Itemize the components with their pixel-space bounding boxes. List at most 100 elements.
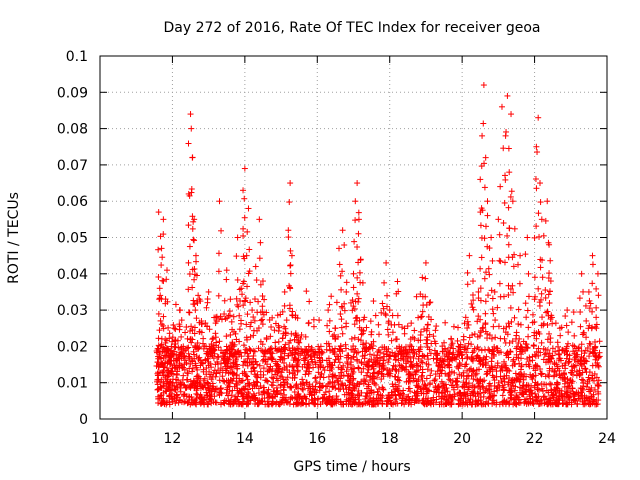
data-point (491, 288, 498, 295)
data-point-trail (484, 335, 491, 342)
data-point-trail (244, 228, 251, 235)
data-point-trail (216, 338, 223, 345)
y-tick-label: 0.05 (57, 231, 88, 247)
data-point-bg (464, 367, 471, 374)
data-point-trail (542, 217, 549, 224)
data-point-bg (581, 365, 588, 372)
data-point-trail (240, 225, 247, 232)
data-point (422, 259, 429, 266)
data-point-bg (581, 350, 588, 357)
x-tick-label: 12 (164, 431, 182, 447)
data-point (163, 267, 170, 274)
data-point (535, 114, 542, 121)
data-point-bg (515, 321, 522, 328)
data-point-bg (178, 333, 185, 340)
data-point-trail (287, 270, 294, 277)
data-point-trail (359, 279, 366, 286)
data-point (593, 314, 600, 321)
data-point-bg (401, 330, 408, 337)
data-point-trail (500, 220, 507, 227)
data-point-trail (354, 274, 361, 281)
data-point-trail (185, 140, 192, 147)
data-point-bg (394, 278, 401, 285)
data-point-trail (193, 315, 200, 322)
data-point (317, 343, 324, 350)
data-point-bg (260, 365, 267, 372)
data-point-trail (241, 195, 248, 202)
data-point-trail (159, 277, 166, 284)
data-point-trail (263, 334, 270, 341)
data-point-bg (400, 387, 407, 394)
data-point-trail (286, 302, 293, 309)
data-point (187, 111, 194, 118)
data-point-bg (339, 330, 346, 337)
data-point (355, 216, 362, 223)
data-point-bg (431, 377, 438, 384)
data-point-trail (424, 321, 431, 328)
data-point-trail (464, 269, 471, 276)
data-point-bg (216, 377, 223, 384)
data-point (352, 198, 359, 205)
data-point-bg (408, 320, 415, 327)
data-point-trail (285, 234, 292, 241)
data-point-bg (257, 368, 264, 375)
data-point-bg (306, 298, 313, 305)
data-point-bg (389, 312, 396, 319)
data-point-bg (427, 299, 434, 306)
data-point-bg (326, 301, 333, 308)
data-point-bg (433, 356, 440, 363)
data-point-trail (246, 246, 253, 253)
data-point (171, 325, 178, 332)
data-point-trail (539, 314, 546, 321)
data-point (234, 234, 241, 241)
data-point-bg (523, 314, 530, 321)
data-point-trail (505, 204, 512, 211)
data-point-trail (287, 262, 294, 269)
data-point (544, 198, 551, 205)
data-point-bg (343, 368, 350, 375)
data-point-trail (511, 225, 518, 232)
data-point-bg (583, 317, 590, 324)
data-point-bg (413, 293, 420, 300)
data-point-trail (218, 227, 225, 234)
data-point-trail (337, 342, 344, 349)
data-point-bg (218, 316, 225, 323)
data-point-bg (372, 381, 379, 388)
data-point-bg (418, 313, 425, 320)
data-point-bg (556, 371, 563, 378)
data-point-bg (180, 372, 187, 379)
y-tick-label: 0.06 (57, 194, 88, 210)
data-point-bg (375, 321, 382, 328)
data-point-bg (259, 303, 266, 310)
data-point-trail (324, 322, 331, 329)
data-point-bg (303, 288, 310, 295)
data-point-trail (547, 335, 554, 342)
data-point-trail (355, 209, 362, 216)
data-point-trail (366, 351, 373, 358)
data-point-bg (376, 331, 383, 338)
data-point-bg (555, 396, 562, 403)
data-point-trail (496, 231, 503, 238)
data-point-bg (323, 346, 330, 353)
data-point-trail (540, 232, 547, 239)
data-point (336, 245, 343, 252)
data-point-trail (492, 334, 499, 341)
data-point-trail (241, 214, 248, 221)
data-point-trail (482, 310, 489, 317)
data-point (160, 216, 167, 223)
data-point (480, 82, 487, 89)
data-point-trail (489, 295, 496, 302)
data-point-bg (182, 329, 189, 336)
data-point (285, 227, 292, 234)
data-point-trail (496, 280, 503, 287)
data-point-trail (281, 302, 288, 309)
data-point-bg (293, 381, 300, 388)
data-point-trail (215, 250, 222, 257)
data-point-bg (415, 314, 422, 321)
data-point-bg (177, 388, 184, 395)
data-point-trail (505, 145, 512, 152)
data-point-trail (546, 288, 553, 295)
data-point-trail (236, 326, 243, 333)
data-point-trail (191, 276, 198, 283)
data-point-bg (299, 376, 306, 383)
